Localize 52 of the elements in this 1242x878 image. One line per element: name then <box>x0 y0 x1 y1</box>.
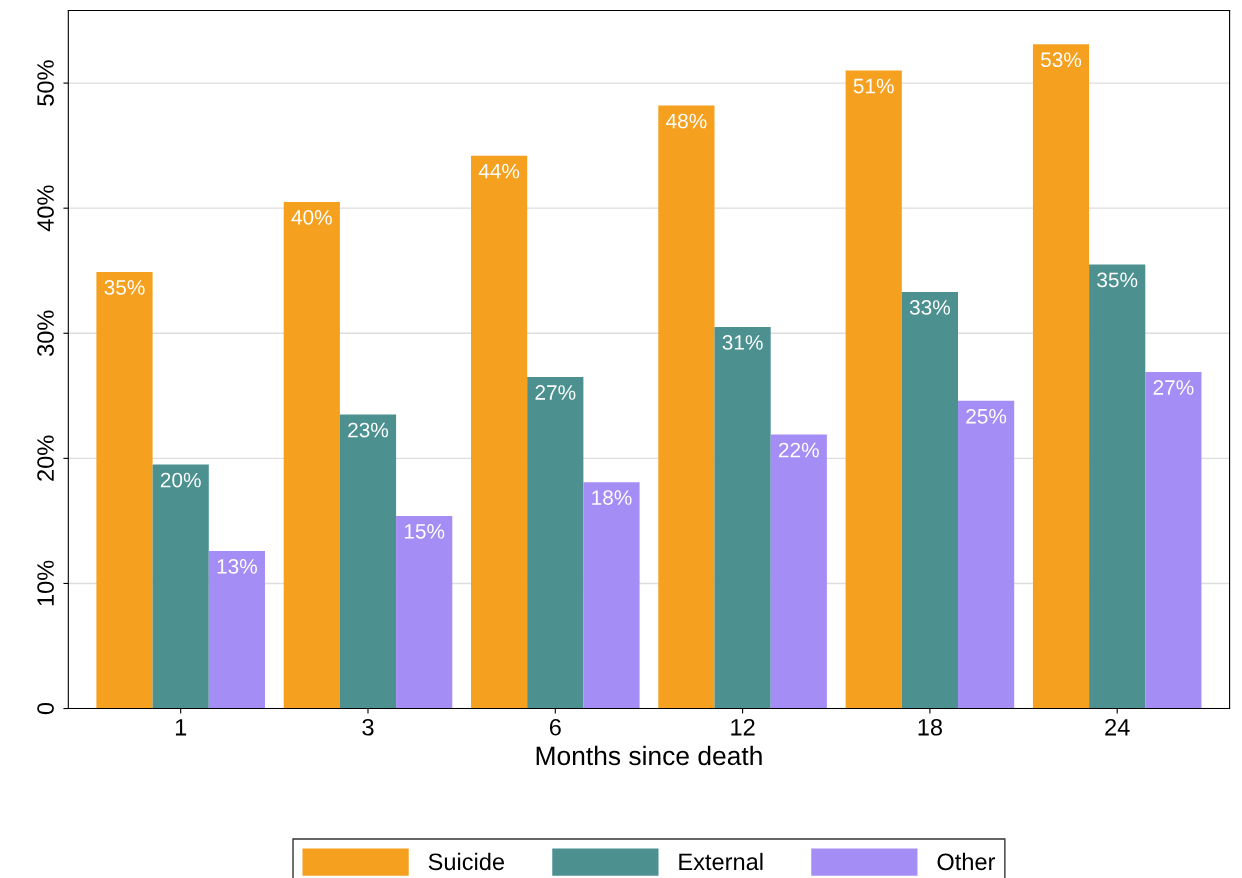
x-tick-label: 18 <box>918 718 942 736</box>
y-tick-label: 10% <box>37 560 54 606</box>
bar <box>1145 372 1202 709</box>
data-label: 33% <box>909 300 951 315</box>
bar <box>527 377 584 709</box>
bar <box>283 201 340 709</box>
x-tick-label: 12 <box>731 718 755 736</box>
y-tick-label: 40% <box>37 185 54 232</box>
data-label: 15% <box>404 524 445 539</box>
bar <box>583 482 640 709</box>
legend-label: Suicide <box>428 852 504 871</box>
x-tick-label: 1 <box>175 719 187 736</box>
bar <box>1032 44 1090 709</box>
data-label: 22% <box>778 442 819 458</box>
data-label: 35% <box>104 280 145 295</box>
data-label: 31% <box>722 335 763 350</box>
bar <box>658 105 715 709</box>
data-label: 27% <box>535 385 576 400</box>
data-label: 18% <box>592 490 632 505</box>
data-label: 51% <box>853 78 894 94</box>
bar <box>471 155 528 709</box>
bar <box>396 515 453 709</box>
bar <box>770 434 827 709</box>
x-tick-label: 3 <box>362 718 374 736</box>
legend-label: External <box>679 852 763 871</box>
bar <box>152 464 209 709</box>
bar <box>901 291 958 709</box>
data-label: 25% <box>966 408 1007 424</box>
data-label: 23% <box>348 422 389 438</box>
x-axis-title: Months since death <box>536 745 762 766</box>
bar <box>208 550 265 709</box>
y-tick-label: 20% <box>37 435 54 481</box>
bar <box>845 70 902 709</box>
data-label: 20% <box>160 472 201 488</box>
bar <box>96 271 153 709</box>
bar <box>957 400 1015 709</box>
data-label: 40% <box>291 209 332 225</box>
x-tick-label: 6 <box>549 718 561 736</box>
data-label: 53% <box>1040 52 1082 68</box>
data-label: 27% <box>1153 380 1194 395</box>
data-label: 48% <box>666 113 707 129</box>
y-tick-label: 0 <box>37 702 54 715</box>
data-label: 13% <box>217 558 257 574</box>
bar <box>1089 264 1146 709</box>
bar <box>714 327 771 709</box>
legend-label: Other <box>937 852 996 871</box>
bar <box>339 414 397 709</box>
x-tick-label: 24 <box>1105 718 1130 736</box>
y-tick-label: 50% <box>37 60 54 106</box>
data-label: 35% <box>1097 272 1138 288</box>
data-label: 44% <box>478 163 520 179</box>
y-tick-label: 30% <box>37 310 54 356</box>
